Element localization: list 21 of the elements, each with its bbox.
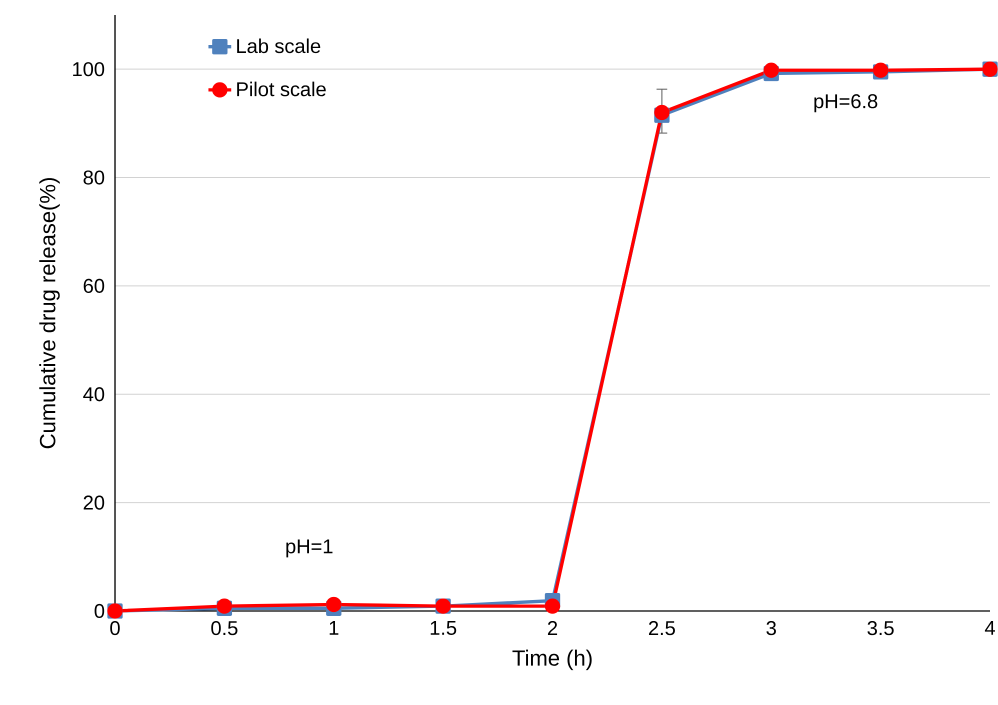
x-tick-label: 4 [984,621,995,635]
y-tick-label: 0 [94,604,104,618]
x-tick-label: 3.5 [867,621,894,636]
x-axis-title: Time (h) [512,650,592,670]
x-tick-label: 0 [110,621,120,636]
legend-label: Pilot scale [237,82,326,96]
annotation: pH=1 [286,539,332,558]
x-tick-label: 3 [766,621,776,636]
x-tick-label: 1 [330,621,338,635]
x-tick-label: 1.5 [430,621,456,635]
x-tick-label: 0.5 [211,621,238,636]
x-tick-label: 2 [548,621,558,635]
y-tick-label: 60 [84,278,104,293]
y-tick-label: 20 [84,496,104,510]
annotation: pH=6.8 [814,94,878,112]
legend-label: Lab scale [237,38,320,54]
y-tick-label: 80 [84,170,104,185]
x-tick-label: 2.5 [648,621,675,636]
y-tick-label: 100 [73,62,104,76]
y-tick-label: 40 [83,387,104,402]
y-axis-title: Cumulative drug release(%) [39,178,60,448]
